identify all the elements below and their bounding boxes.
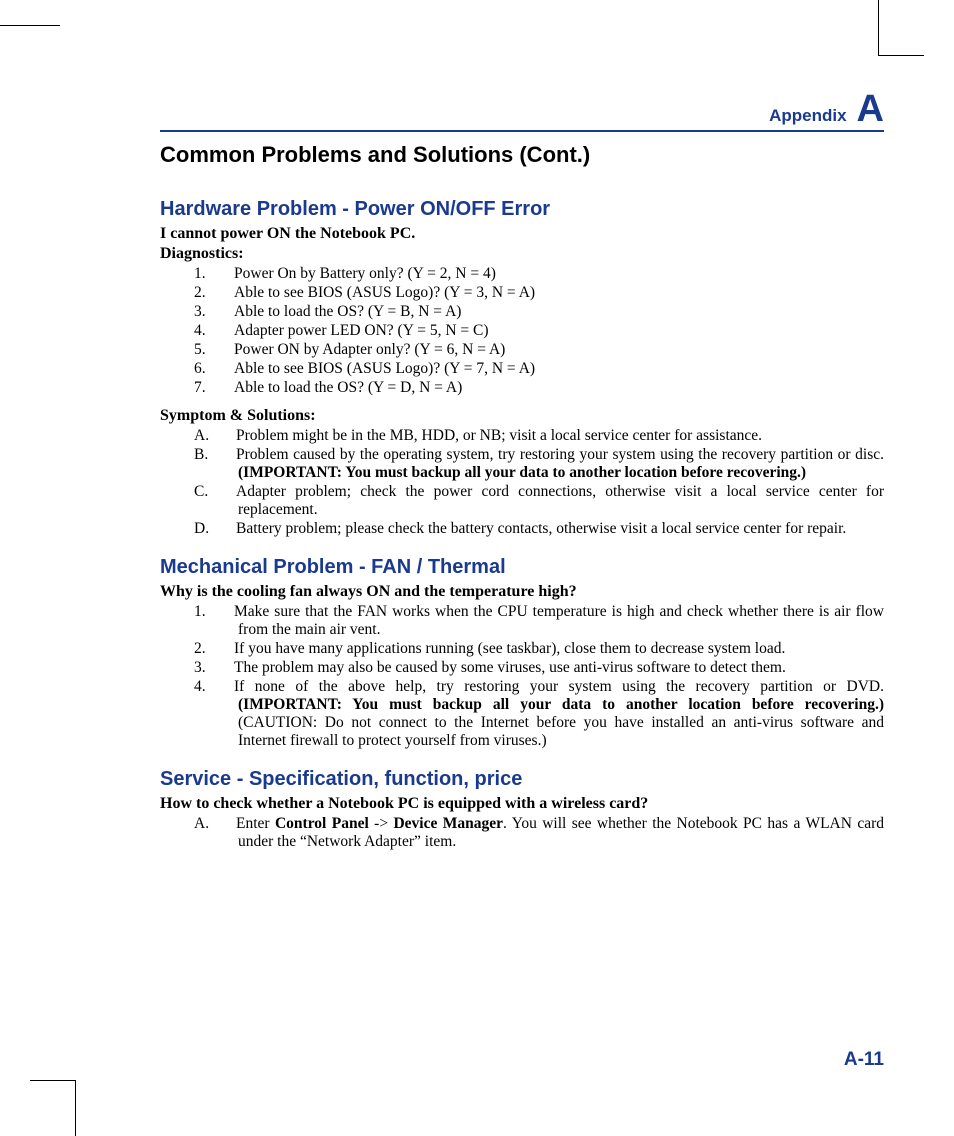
list-item: 2.If you have many applications running …	[216, 640, 884, 658]
solutions-label: Symptom & Solutions:	[160, 407, 884, 425]
caution-note: (CAUTION: Do not connect to the Internet…	[238, 714, 884, 749]
list-item: 1.Power On by Battery only? (Y = 2, N = …	[216, 265, 884, 283]
list-letter: A.	[216, 427, 236, 445]
list-number: 7.	[216, 379, 234, 397]
list-letter: A.	[216, 815, 236, 833]
list-number: 1.	[216, 603, 234, 621]
list-text: Able to see BIOS (ASUS Logo)? (Y = 3, N …	[234, 284, 535, 301]
list-item: C.Adapter problem; check the power cord …	[216, 483, 884, 519]
list-text: If none of the above help, try restoring…	[234, 678, 884, 695]
section-service-title: Service - Specification, function, price	[160, 768, 884, 791]
list-text: Enter	[236, 815, 275, 832]
list-text: If you have many applications running (s…	[234, 640, 785, 657]
list-text: Power ON by Adapter only? (Y = 6, N = A)	[234, 341, 505, 358]
list-letter: B.	[216, 446, 236, 464]
list-text: Battery problem; please check the batter…	[236, 520, 846, 537]
list-item: 4.Adapter power LED ON? (Y = 5, N = C)	[216, 322, 884, 340]
list-item: A.Problem might be in the MB, HDD, or NB…	[216, 427, 884, 445]
page-title: Common Problems and Solutions (Cont.)	[160, 142, 884, 168]
list-item: 1.Make sure that the FAN works when the …	[216, 603, 884, 639]
list-item: 3.Able to load the OS? (Y = B, N = A)	[216, 303, 884, 321]
list-text: Able to see BIOS (ASUS Logo)? (Y = 7, N …	[234, 360, 535, 377]
list-text: Problem caused by the operating system, …	[236, 446, 884, 463]
list-number: 4.	[216, 678, 234, 696]
list-text: Problem might be in the MB, HDD, or NB; …	[236, 427, 762, 444]
list-text: Able to load the OS? (Y = B, N = A)	[234, 303, 461, 320]
section-hardware-title: Hardware Problem - Power ON/OFF Error	[160, 198, 884, 221]
list-item: 5.Power ON by Adapter only? (Y = 6, N = …	[216, 341, 884, 359]
list-item: 7.Able to load the OS? (Y = D, N = A)	[216, 379, 884, 397]
content-area: Appendix A Common Problems and Solutions…	[160, 90, 884, 857]
list-item: 6.Able to see BIOS (ASUS Logo)? (Y = 7, …	[216, 360, 884, 378]
list-item: 2.Able to see BIOS (ASUS Logo)? (Y = 3, …	[216, 284, 884, 302]
list-text: Adapter problem; check the power cord co…	[236, 483, 884, 518]
list-number: 2.	[216, 284, 234, 302]
list-number: 2.	[216, 640, 234, 658]
list-text: Adapter power LED ON? (Y = 5, N = C)	[234, 322, 489, 339]
list-item: B.Problem caused by the operating system…	[216, 446, 884, 482]
appendix-header: Appendix A	[160, 90, 884, 132]
service-list: A.Enter Control Panel -> Device Manager.…	[216, 815, 884, 851]
solutions-list: A.Problem might be in the MB, HDD, or NB…	[216, 427, 884, 538]
list-item: 3.The problem may also be caused by some…	[216, 659, 884, 677]
bold-text: Control Panel	[275, 815, 369, 832]
list-number: 1.	[216, 265, 234, 283]
page-number: A-11	[844, 1049, 884, 1071]
hardware-intro-1: I cannot power ON the Notebook PC.	[160, 225, 884, 243]
section-mechanical-title: Mechanical Problem - FAN / Thermal	[160, 556, 884, 579]
list-number: 3.	[216, 303, 234, 321]
mechanical-list: 1.Make sure that the FAN works when the …	[216, 603, 884, 750]
service-intro: How to check whether a Notebook PC is eq…	[160, 795, 884, 813]
list-letter: C.	[216, 483, 236, 501]
page: Appendix A Common Problems and Solutions…	[0, 0, 954, 1136]
list-text: The problem may also be caused by some v…	[234, 659, 786, 676]
list-text: Able to load the OS? (Y = D, N = A)	[234, 379, 462, 396]
list-number: 3.	[216, 659, 234, 677]
crop-mark-bl	[30, 1080, 76, 1136]
mechanical-intro: Why is the cooling fan always ON and the…	[160, 583, 884, 601]
diagnostics-list: 1.Power On by Battery only? (Y = 2, N = …	[216, 265, 884, 397]
list-number: 4.	[216, 322, 234, 340]
important-note: (IMPORTANT: You must backup all your dat…	[238, 464, 806, 481]
list-letter: D.	[216, 520, 236, 538]
bold-text: Device Manager	[393, 815, 503, 832]
crop-mark-tr	[878, 0, 924, 56]
list-text: ->	[369, 815, 394, 832]
list-item: 4.If none of the above help, try restori…	[216, 678, 884, 750]
list-item: D.Battery problem; please check the batt…	[216, 520, 884, 538]
list-text: Power On by Battery only? (Y = 2, N = 4)	[234, 265, 496, 282]
appendix-letter: A	[857, 90, 884, 128]
hardware-intro-2: Diagnostics:	[160, 245, 884, 263]
list-text: Make sure that the FAN works when the CP…	[234, 603, 884, 638]
list-item: A.Enter Control Panel -> Device Manager.…	[216, 815, 884, 851]
appendix-label: Appendix	[769, 106, 846, 126]
list-number: 5.	[216, 341, 234, 359]
crop-mark-tl	[0, 25, 60, 26]
list-number: 6.	[216, 360, 234, 378]
important-note: (IMPORTANT: You must backup all your dat…	[238, 696, 884, 713]
